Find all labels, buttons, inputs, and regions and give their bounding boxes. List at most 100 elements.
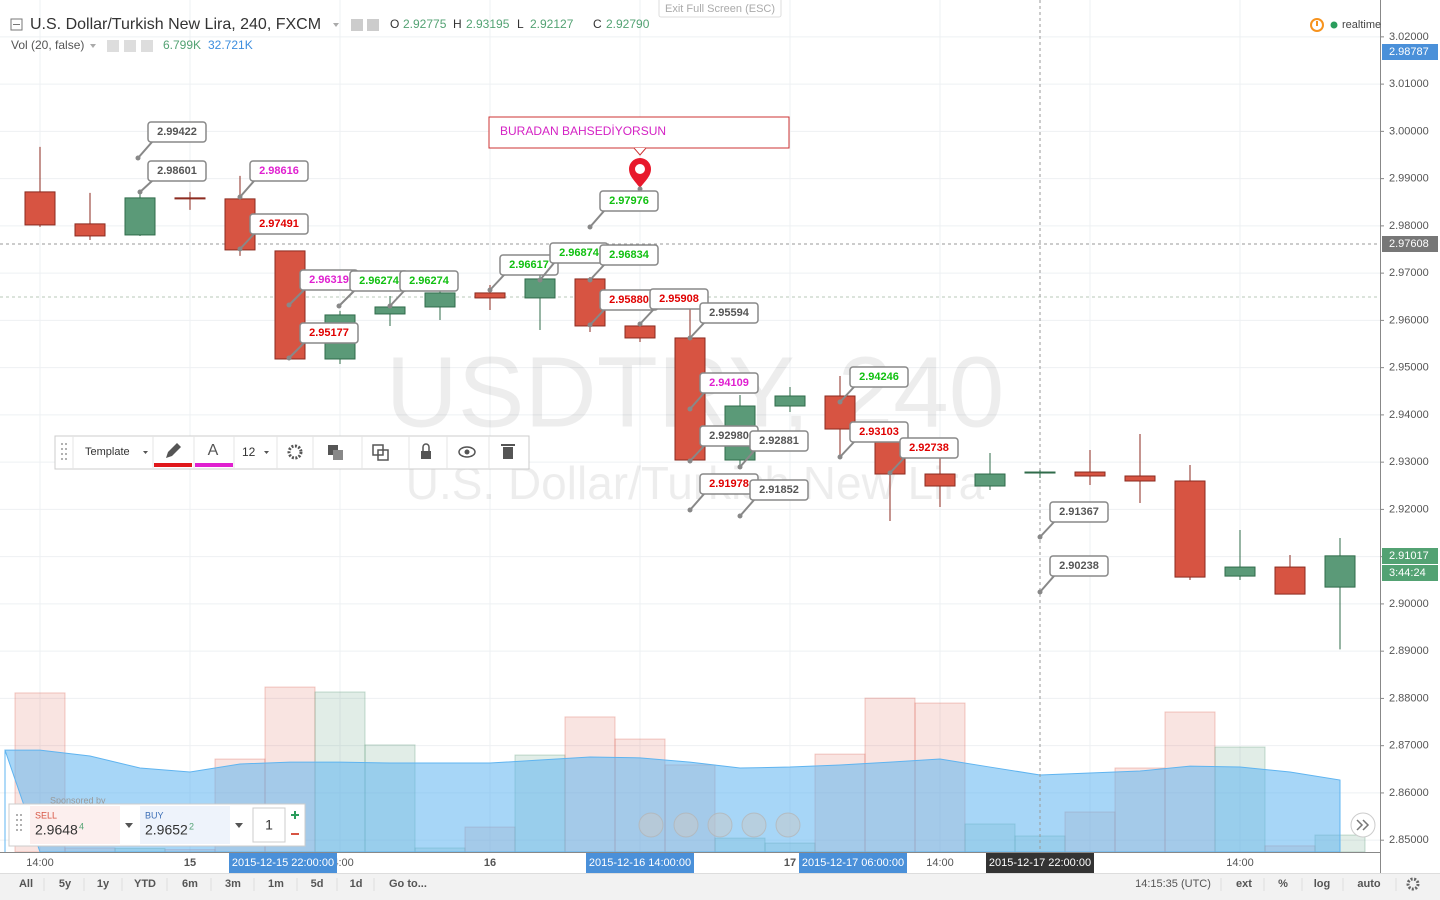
callout-box xyxy=(1049,501,1109,523)
volume-value: 6.799K xyxy=(163,38,201,52)
scroll-arrow xyxy=(1356,819,1370,831)
callout-pointer xyxy=(1039,575,1055,593)
nav-button[interactable] xyxy=(775,812,801,838)
range-button[interactable]: 3m xyxy=(225,878,241,890)
ohlc-key: C xyxy=(593,17,602,31)
callout-box xyxy=(649,288,709,310)
callout-label: 2.92738 xyxy=(909,442,949,454)
callout-box xyxy=(399,270,459,292)
scale-option[interactable]: auto xyxy=(1357,878,1381,890)
price-label: 2.97608 xyxy=(1389,238,1429,250)
range-button[interactable]: YTD xyxy=(134,878,156,890)
text-color xyxy=(195,463,233,467)
scale-option[interactable]: ext xyxy=(1236,878,1252,890)
goto-button[interactable]: Go to... xyxy=(389,878,427,890)
sell-button[interactable] xyxy=(30,806,120,844)
nav-button[interactable] xyxy=(741,812,767,838)
callout-label: 2.96834 xyxy=(609,249,650,261)
callout-anchor xyxy=(887,470,893,476)
trash-lid xyxy=(501,444,515,446)
range-button[interactable]: All xyxy=(19,878,33,890)
range-button[interactable]: 1y xyxy=(97,878,110,890)
range-button[interactable]: 5y xyxy=(59,878,72,890)
collapse-box xyxy=(10,18,23,31)
candle-body xyxy=(1274,566,1306,595)
status: realtime xyxy=(1342,19,1381,31)
trash-icon[interactable] xyxy=(503,447,513,459)
price-label-bg xyxy=(1382,236,1438,252)
callout-anchor xyxy=(587,277,593,283)
dropdown-arrow[interactable] xyxy=(235,823,243,828)
buy-price: 2.9652 xyxy=(145,822,188,838)
y-tick-label: 2.97000 xyxy=(1389,267,1429,279)
candle-body xyxy=(1324,555,1356,588)
y-tick-label: 2.86000 xyxy=(1389,787,1429,799)
y-tick-label: 3.02000 xyxy=(1389,31,1429,43)
callout-box xyxy=(899,437,959,459)
callout-pointer xyxy=(389,290,405,307)
callout-box xyxy=(147,160,207,182)
callout-anchor xyxy=(336,303,342,309)
scale-option[interactable]: % xyxy=(1278,878,1288,890)
range-button[interactable]: 6m xyxy=(182,878,198,890)
callout-label: 2.95177 xyxy=(309,327,349,339)
callout-box xyxy=(699,302,759,324)
symbol-title: U.S. Dollar/Turkish New Lira, 240, FXCM xyxy=(30,16,321,33)
callout-label: 2.96319 xyxy=(309,274,349,286)
callout-pointer xyxy=(689,392,705,410)
grip xyxy=(20,824,22,826)
callout-anchor xyxy=(487,287,493,293)
quantity-box[interactable] xyxy=(252,807,286,843)
ohlc-value: 2.92127 xyxy=(530,17,574,31)
time-marker: 2015-12-17 22:00:00 xyxy=(989,857,1091,869)
clone-icon xyxy=(377,449,389,461)
callout-pointer xyxy=(139,180,153,193)
callout-pointer xyxy=(839,386,855,403)
price-label-bg xyxy=(1382,44,1438,60)
scale-option[interactable]: log xyxy=(1314,878,1331,890)
callout-label: 2.96274 xyxy=(409,275,450,287)
callout-label: 2.95908 xyxy=(659,293,699,305)
pencil-icon[interactable] xyxy=(166,443,181,458)
plus[interactable] xyxy=(291,811,299,819)
template-button[interactable]: Template xyxy=(85,446,130,458)
callout-label: 2.99422 xyxy=(157,126,197,138)
range-button[interactable]: 1m xyxy=(268,878,284,890)
range-button[interactable]: 1d xyxy=(350,878,363,890)
callout-label: 2.90238 xyxy=(1059,560,1099,572)
settings-icon[interactable] xyxy=(1406,877,1420,891)
text-icon[interactable]: A xyxy=(208,442,219,459)
nav-button[interactable] xyxy=(638,812,664,838)
nav-button[interactable] xyxy=(673,812,699,838)
exit-button[interactable] xyxy=(658,0,782,18)
price-label: 2.91017 xyxy=(1389,550,1429,562)
range-button[interactable]: 5d xyxy=(311,878,324,890)
dropdown-arrow[interactable] xyxy=(125,823,133,828)
buy-button[interactable] xyxy=(140,806,230,844)
grip xyxy=(65,443,67,445)
grip xyxy=(61,453,63,455)
bottom-bar xyxy=(0,873,1440,900)
callout-anchor xyxy=(135,155,141,161)
eye-icon[interactable] xyxy=(458,446,476,458)
y-tick-label: 2.89000 xyxy=(1389,645,1429,657)
candle-body xyxy=(1024,471,1056,474)
x-tick-label: 16 xyxy=(484,857,496,869)
font-size[interactable]: 12 xyxy=(242,445,256,459)
quantity: 1 xyxy=(265,817,273,833)
callout-anchor xyxy=(737,464,743,470)
callout-pointer xyxy=(489,274,505,291)
lock-icon[interactable] xyxy=(421,451,431,459)
pin-hole xyxy=(635,164,645,174)
callout-pointer xyxy=(239,180,255,198)
callout-box xyxy=(749,430,809,452)
callout-anchor xyxy=(837,454,843,460)
nav-button[interactable] xyxy=(707,812,733,838)
candle-body xyxy=(174,197,206,200)
callout-box xyxy=(299,322,359,344)
toolbar-bg xyxy=(54,435,530,470)
candle-body xyxy=(924,473,956,487)
gear-icon[interactable] xyxy=(287,444,303,460)
buy-pip: 2 xyxy=(189,821,194,831)
